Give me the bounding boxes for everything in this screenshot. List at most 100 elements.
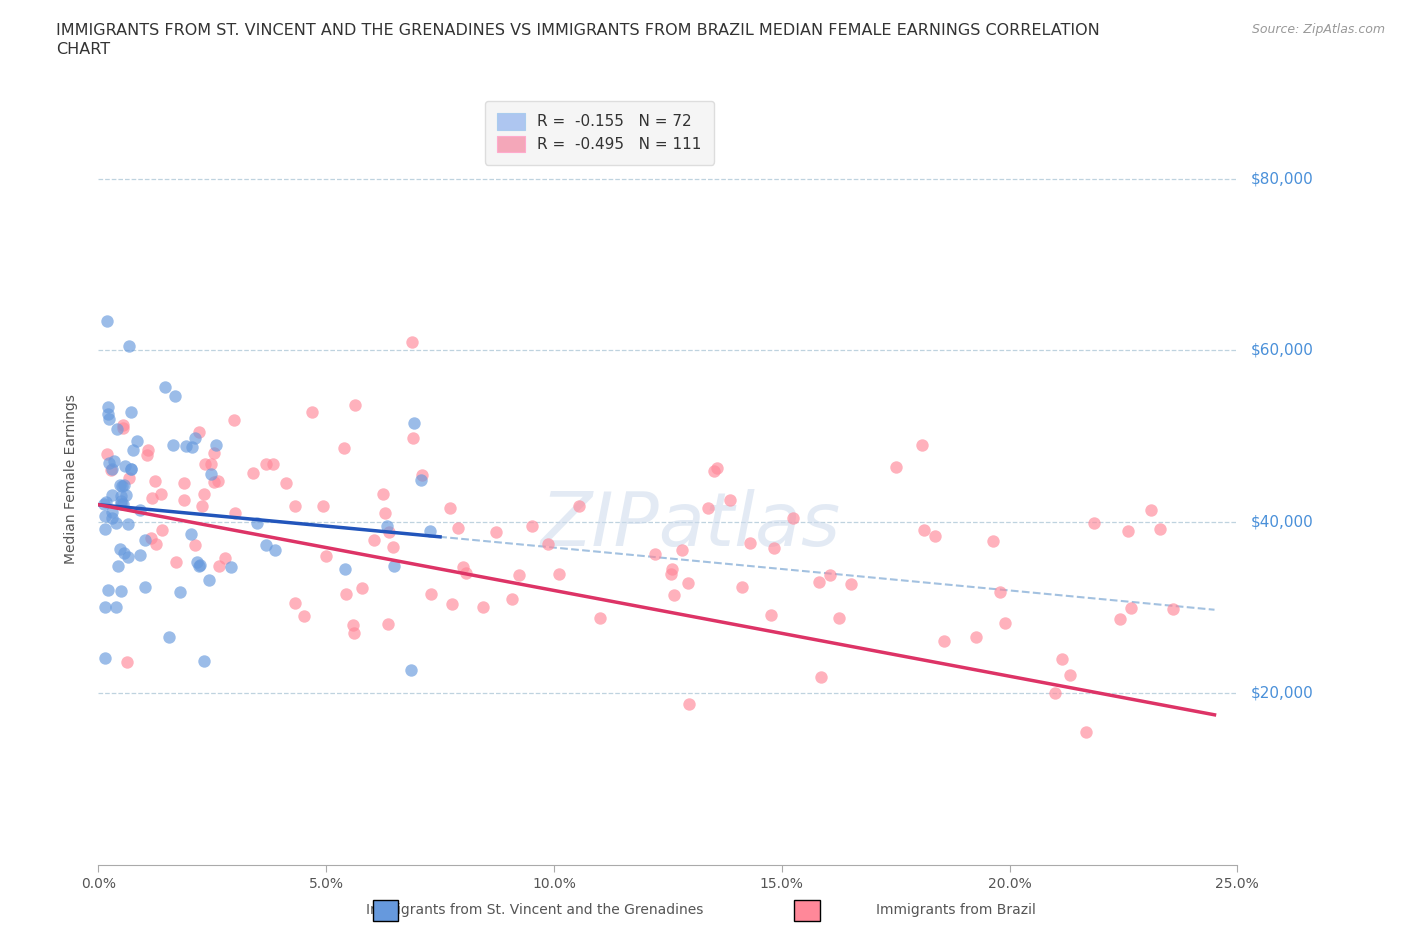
Point [136, 447, 159, 462]
Point [200, 467, 222, 482]
Point [205, 437, 228, 452]
Point [94, 600, 117, 615]
Point [115, 655, 138, 670]
Point [110, 478, 132, 493]
Point [112, 545, 135, 560]
Point [166, 554, 188, 569]
Point [263, 542, 285, 557]
Point [97, 582, 120, 597]
Point [169, 584, 191, 599]
Point [93, 509, 115, 524]
Point [375, 519, 398, 534]
Point [589, 611, 612, 626]
Point [242, 466, 264, 481]
Point [94, 650, 117, 665]
Point [222, 412, 245, 427]
Point [301, 405, 323, 419]
Point [112, 477, 135, 492]
Point [149, 486, 172, 501]
Point [537, 537, 560, 551]
Point [763, 540, 786, 555]
Point [274, 475, 297, 490]
Point [150, 523, 173, 538]
Point [501, 591, 523, 606]
Point [104, 515, 127, 530]
Point [1059, 668, 1081, 683]
Point [696, 500, 718, 515]
Point [117, 517, 139, 532]
Point [180, 527, 202, 542]
Point [567, 498, 589, 513]
Point [520, 519, 543, 534]
Point [382, 540, 405, 555]
Point [934, 634, 956, 649]
Point [706, 460, 728, 475]
Point [120, 461, 142, 476]
Point [118, 339, 141, 353]
Point [664, 587, 686, 602]
Point [401, 335, 423, 350]
Text: $60,000: $60,000 [1251, 343, 1315, 358]
Point [127, 433, 149, 448]
Point [100, 462, 122, 477]
Point [101, 461, 124, 476]
Point [1108, 612, 1130, 627]
Point [315, 548, 337, 563]
Text: Immigrants from St. Vincent and the Grenadines: Immigrants from St. Vincent and the Gren… [366, 902, 703, 917]
Point [207, 473, 229, 488]
Point [378, 525, 401, 539]
Point [173, 475, 195, 490]
Point [446, 520, 468, 535]
Point [181, 440, 204, 455]
Point [884, 460, 907, 475]
Point [1074, 724, 1097, 739]
Point [738, 536, 761, 551]
Point [96, 446, 118, 461]
Point [284, 595, 307, 610]
Point [162, 438, 184, 453]
Point [454, 565, 477, 580]
Point [246, 515, 269, 530]
Point [188, 424, 211, 439]
Point [97, 399, 120, 414]
Point [110, 488, 132, 503]
Point [965, 630, 987, 644]
Point [363, 532, 385, 547]
Point [1052, 652, 1074, 667]
Point [352, 580, 374, 595]
Point [114, 459, 136, 474]
Point [107, 559, 129, 574]
Point [912, 522, 935, 537]
Point [145, 537, 167, 551]
Point [143, 473, 166, 488]
Point [284, 498, 307, 513]
Point [718, 492, 741, 507]
Point [141, 491, 163, 506]
Point [184, 431, 207, 445]
Point [157, 630, 180, 644]
Point [108, 541, 131, 556]
Point [139, 531, 162, 546]
Point [659, 566, 682, 581]
Point [200, 457, 222, 472]
Point [202, 474, 225, 489]
Point [1083, 515, 1105, 530]
Point [828, 610, 851, 625]
Point [335, 587, 357, 602]
Point [129, 548, 152, 563]
Point [101, 487, 124, 502]
Point [105, 422, 128, 437]
Point [333, 561, 356, 576]
Point [1161, 602, 1184, 617]
Point [193, 486, 215, 501]
Point [193, 653, 215, 668]
Point [342, 618, 364, 633]
Point [103, 454, 125, 469]
Point [214, 551, 236, 565]
Point [1043, 685, 1066, 700]
Point [1119, 601, 1142, 616]
Point [343, 397, 366, 412]
Point [94, 495, 117, 510]
Point [988, 585, 1011, 600]
Point [194, 457, 217, 472]
